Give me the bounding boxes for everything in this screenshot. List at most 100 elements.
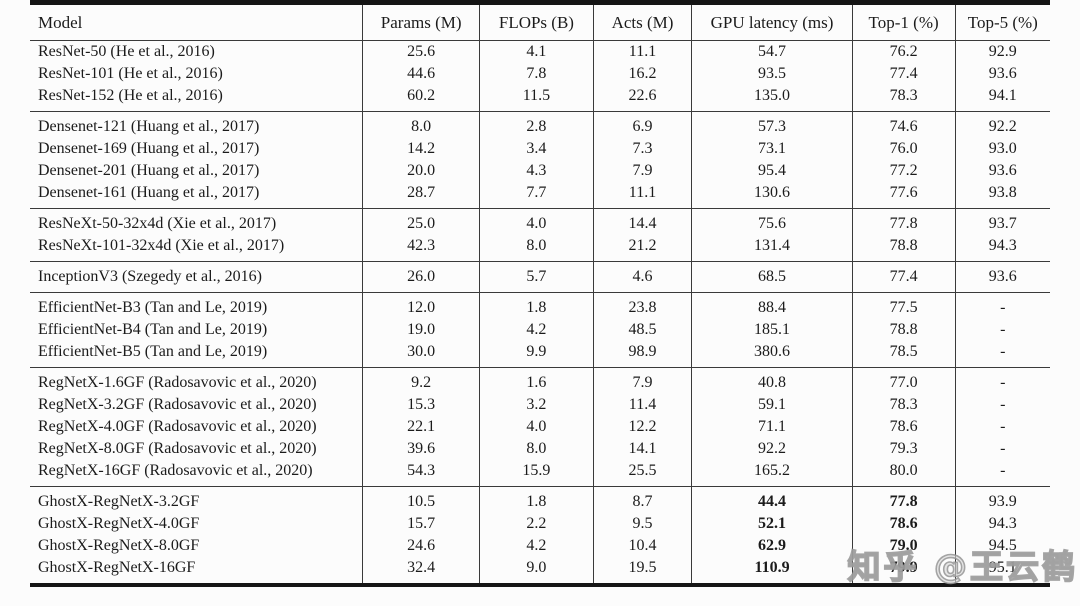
value-cell: 11.4 <box>592 394 692 416</box>
column-header-model: Model <box>30 2 363 41</box>
value-cell: 80.0 <box>851 460 956 487</box>
value-cell: 15.3 <box>362 394 480 416</box>
column-header-acts-m: Acts (M) <box>592 2 692 41</box>
value-cell: 92.2 <box>691 438 853 460</box>
value-cell: - <box>954 460 1050 487</box>
table-body: ResNet-50 (He et al., 2016) 25.6 4.1 11.1 54… <box>30 40 1050 585</box>
value-cell: 3.4 <box>479 138 594 160</box>
model-name-cell: ResNet-101 (He et al., 2016) <box>38 65 223 82</box>
table-row: Densenet-169 (Huang et al., 2017) 14.2 3.4… <box>30 138 1050 160</box>
value-cell: 93.6 <box>954 160 1050 182</box>
value-cell: 74.6 <box>851 111 956 138</box>
table-row: RegNetX-16GF (Radosavovic et al., 2020) 5… <box>30 460 1050 487</box>
value-cell: 73.1 <box>691 138 853 160</box>
value-cell: 9.2 <box>362 367 480 394</box>
table-row: ResNet-101 (He et al., 2016) 44.6 7.8 16.2 9… <box>30 63 1050 85</box>
column-header-gpu-latency-ms: GPU latency (ms) <box>691 2 853 41</box>
value-cell: 21.2 <box>592 235 692 262</box>
value-cell: 93.9 <box>954 486 1050 513</box>
table-row: GhostX-RegNetX-3.2GF 10.5 1.8 8.7 44.4 77.8 93… <box>30 486 1050 513</box>
value-cell: 75.6 <box>691 208 853 235</box>
table-row: GhostX-RegNetX-16GF 32.4 9.0 19.5 110.9 79.9 9… <box>30 557 1050 585</box>
value-cell: 1.8 <box>479 486 594 513</box>
value-cell: 52.1 <box>691 513 853 535</box>
value-cell: 78.3 <box>851 85 956 112</box>
value-cell: - <box>954 438 1050 460</box>
value-cell: 39.6 <box>362 438 480 460</box>
value-cell: 135.0 <box>691 85 853 112</box>
value-cell: 14.1 <box>592 438 692 460</box>
value-cell: 77.0 <box>851 367 956 394</box>
value-cell: - <box>954 394 1050 416</box>
value-cell: 78.8 <box>851 235 956 262</box>
table-row: Densenet-161 (Huang et al., 2017) 28.7 7.7… <box>30 182 1050 209</box>
value-cell: 165.2 <box>691 460 853 487</box>
value-cell: 4.1 <box>479 40 594 63</box>
model-name-cell: EfficientNet-B4 (Tan and Le, 2019) <box>38 321 268 338</box>
value-cell: 12.0 <box>362 292 480 319</box>
value-cell: 19.5 <box>592 557 692 585</box>
value-cell: 77.4 <box>851 63 956 85</box>
value-cell: 16.2 <box>592 63 692 85</box>
value-cell: 28.7 <box>362 182 480 209</box>
value-cell: 94.1 <box>954 85 1050 112</box>
value-cell: 4.2 <box>479 319 594 341</box>
value-cell: 9.0 <box>479 557 594 585</box>
value-cell: 57.3 <box>691 111 853 138</box>
value-cell: 11.1 <box>592 182 692 209</box>
value-cell: 93.0 <box>954 138 1050 160</box>
value-cell: 4.2 <box>479 535 594 557</box>
value-cell: 14.4 <box>592 208 692 235</box>
value-cell: 8.0 <box>362 111 480 138</box>
value-cell: 44.4 <box>691 486 853 513</box>
table-row: RegNetX-4.0GF (Radosavovic et al., 2020)… <box>30 416 1050 438</box>
model-name-cell: GhostX-RegNetX-16GF <box>38 559 196 576</box>
value-cell: 1.8 <box>479 292 594 319</box>
value-cell: 71.1 <box>691 416 853 438</box>
value-cell: 24.6 <box>362 535 480 557</box>
table-row: ResNet-50 (He et al., 2016) 25.6 4.1 11.1 54… <box>30 40 1050 63</box>
value-cell: 5.7 <box>479 261 594 293</box>
table-row: EfficientNet-B4 (Tan and Le, 2019) 19.0 4.… <box>30 319 1050 341</box>
model-name-cell: ResNet-50 (He et al., 2016) <box>38 43 215 60</box>
model-name-cell: RegNetX-3.2GF (Radosavovic et al., 2020) <box>38 396 317 413</box>
value-cell: 76.0 <box>851 138 956 160</box>
value-cell: 62.9 <box>691 535 853 557</box>
table-row: RegNetX-3.2GF (Radosavovic et al., 2020)… <box>30 394 1050 416</box>
table-row: ResNeXt-101-32x4d (Xie et al., 2017) 42.3… <box>30 235 1050 262</box>
value-cell: 4.3 <box>479 160 594 182</box>
value-cell: 98.9 <box>592 341 692 368</box>
model-comparison-table: Model Params (M) FLOPs (B) Acts (M) GPU late… <box>30 0 1050 587</box>
value-cell: 60.2 <box>362 85 480 112</box>
value-cell: 7.9 <box>592 160 692 182</box>
value-cell: 3.2 <box>479 394 594 416</box>
value-cell: 88.4 <box>691 292 853 319</box>
table-row: EfficientNet-B5 (Tan and Le, 2019) 30.0 9.… <box>30 341 1050 368</box>
table-row: GhostX-RegNetX-4.0GF 15.7 2.2 9.5 52.1 78.6 94… <box>30 513 1050 535</box>
model-name-cell: RegNetX-4.0GF (Radosavovic et al., 2020) <box>38 418 317 435</box>
model-name-cell: InceptionV3 (Szegedy et al., 2016) <box>30 261 363 293</box>
table-row: Densenet-121 (Huang et al., 2017) 8.0 2.8 6… <box>30 111 1050 138</box>
model-name-cell: RegNetX-1.6GF (Radosavovic et al., 2020) <box>30 367 363 394</box>
value-cell: 130.6 <box>691 182 853 209</box>
model-name-cell: RegNetX-16GF (Radosavovic et al., 2020) <box>38 462 313 479</box>
value-cell: 94.5 <box>954 535 1050 557</box>
value-cell: 4.0 <box>479 208 594 235</box>
value-cell: 1.6 <box>479 367 594 394</box>
value-cell: 15.7 <box>362 513 480 535</box>
table-row: InceptionV3 (Szegedy et al., 2016) 26.0 5.… <box>30 261 1050 293</box>
value-cell: 11.5 <box>479 85 594 112</box>
value-cell: 4.6 <box>592 261 692 293</box>
value-cell: - <box>954 319 1050 341</box>
column-header-params-m: Params (M) <box>362 2 480 41</box>
model-name-cell: ResNeXt-101-32x4d (Xie et al., 2017) <box>38 237 285 254</box>
value-cell: 77.4 <box>851 261 956 293</box>
value-cell: 44.6 <box>362 63 480 85</box>
model-name-cell: Densenet-169 (Huang et al., 2017) <box>38 140 260 157</box>
value-cell: 10.4 <box>592 535 692 557</box>
table-row: ResNeXt-50-32x4d (Xie et al., 2017) 25.0 4… <box>30 208 1050 235</box>
value-cell: 77.5 <box>851 292 956 319</box>
value-cell: 185.1 <box>691 319 853 341</box>
table-row: ResNet-152 (He et al., 2016) 60.2 11.5 22.6… <box>30 85 1050 112</box>
